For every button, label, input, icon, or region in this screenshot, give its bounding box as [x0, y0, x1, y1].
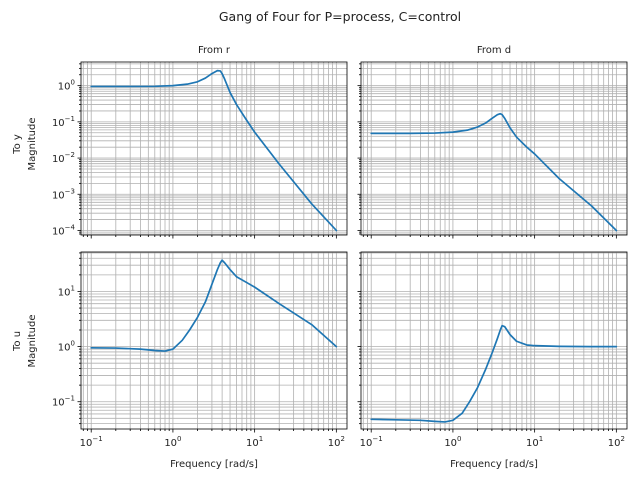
panel-y-from-r: 10−4 10−3 10−2 10−1 100 — [52, 61, 348, 239]
x-axis-label-right: Frequency [rad/s] — [450, 459, 538, 470]
col-title-from-d: From d — [477, 45, 511, 56]
x-tick-label: 102 — [608, 435, 625, 449]
magnitude-curve-u-from-d — [370, 324, 618, 423]
magnitude-curve-y-from-r — [90, 69, 338, 232]
x-tick-label: 10−1 — [360, 435, 383, 449]
y-tick-label: 100 — [58, 79, 75, 93]
figure-title: Gang of Four for P=process, C=control — [219, 9, 461, 24]
y-tick-label: 10−4 — [52, 223, 76, 237]
x-tick-label: 10−1 — [80, 435, 103, 449]
row-label-u-line1: To u — [12, 331, 23, 352]
col-title-from-r: From r — [198, 45, 231, 56]
y-tick-label: 100 — [58, 340, 75, 354]
y-tick-label: 10−1 — [52, 395, 75, 409]
y-tick-label: 101 — [58, 284, 75, 298]
axes-frame-u-from-d — [360, 251, 628, 430]
magnitude-curve-y-from-d — [370, 112, 618, 232]
x-axis-label-left: Frequency [rad/s] — [170, 459, 258, 470]
axes-frame-y-from-r — [80, 61, 348, 236]
x-tick-label: 100 — [444, 435, 461, 449]
panel-u-from-r: 10−1 100 101 10−1 100 101 102 — [52, 251, 348, 449]
panel-y-from-d — [357, 61, 628, 239]
x-tick-label: 101 — [526, 435, 543, 449]
axes-frame-u-from-r — [80, 251, 348, 430]
row-label-y-line1: To y — [12, 134, 23, 155]
axes-frame-y-from-d — [360, 61, 628, 236]
x-tick-label: 102 — [328, 435, 345, 449]
y-tick-label: 10−3 — [52, 187, 75, 201]
magnitude-curve-u-from-r — [90, 259, 338, 352]
panel-u-from-d: 10−1 100 101 102 — [357, 251, 628, 449]
x-tick-label: 101 — [246, 435, 263, 449]
row-label-y-line2: Magnitude — [27, 118, 38, 171]
row-label-u-line2: Magnitude — [27, 315, 38, 368]
y-tick-label: 10−2 — [52, 151, 75, 165]
x-tick-label: 100 — [164, 435, 181, 449]
y-tick-label: 10−1 — [52, 115, 75, 129]
